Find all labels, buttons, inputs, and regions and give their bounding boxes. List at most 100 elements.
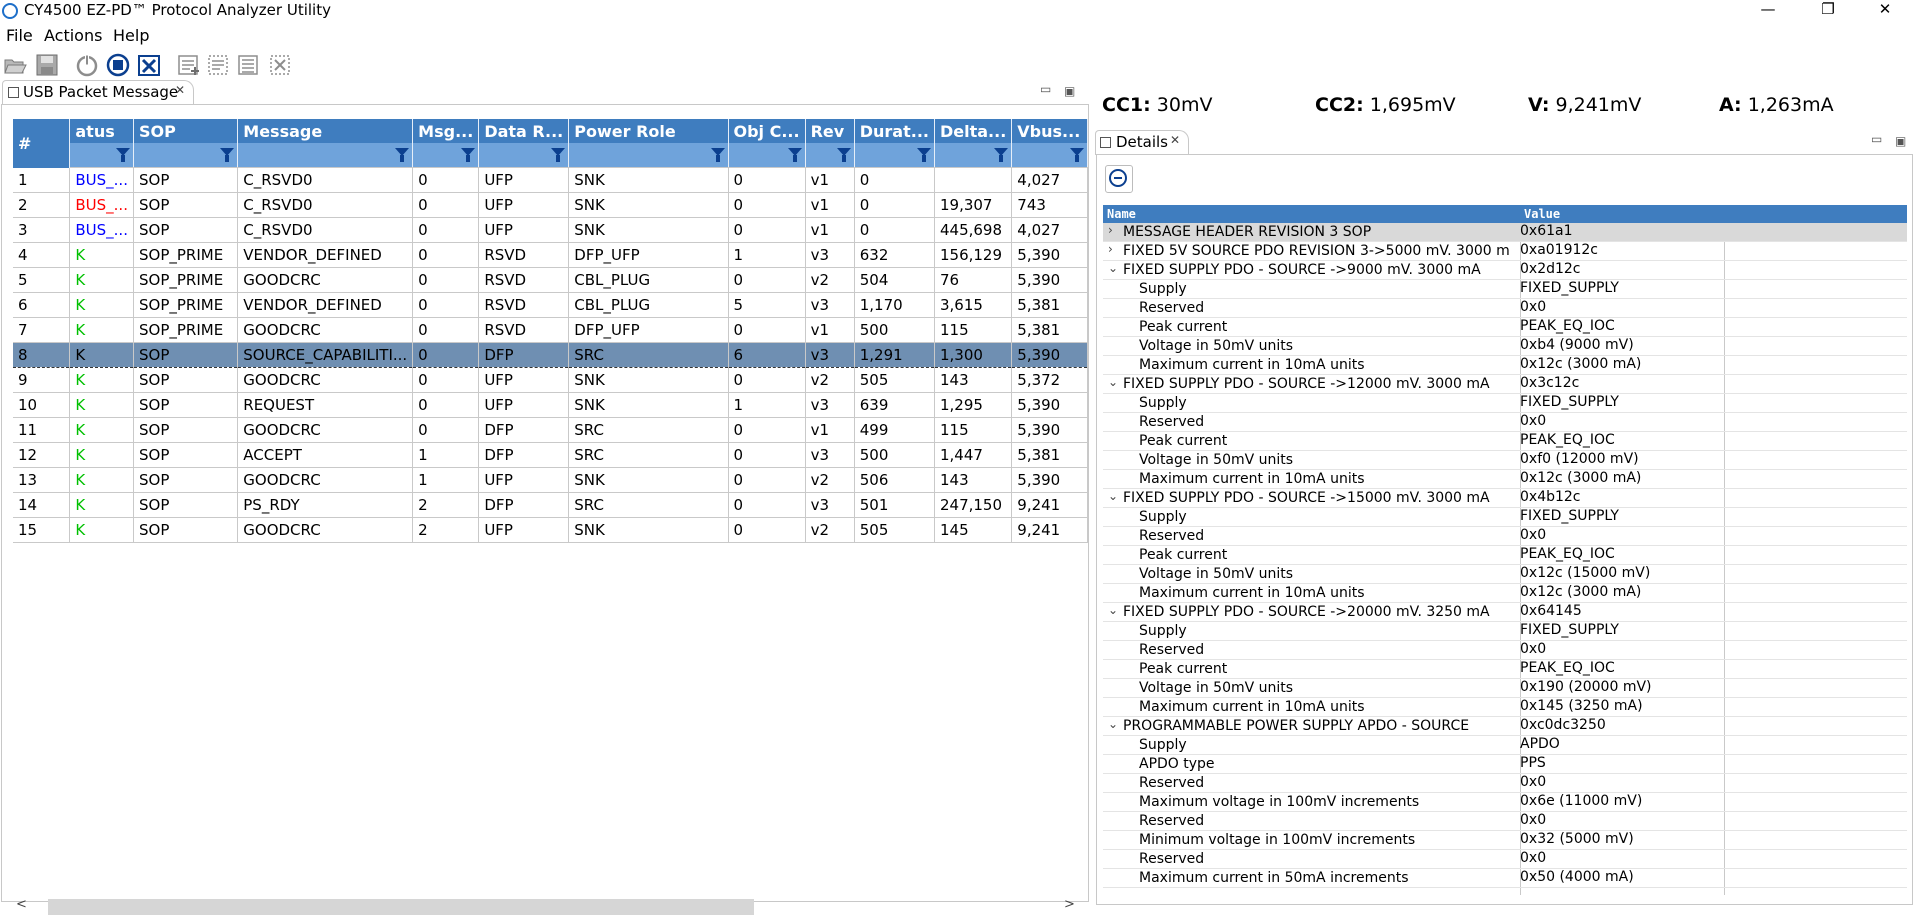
filter-obj-count[interactable] — [728, 143, 806, 168]
menu-file[interactable]: File — [6, 26, 33, 45]
tree-node[interactable]: › FIXED 5V SOURCE PDO REVISION 3->5000 mV… — [1103, 242, 1907, 261]
table-row[interactable]: 1 BUS_... SOP C_RSVD0 0 UFP SNK 0 v1 0 4,027 — [13, 167, 1088, 193]
filter-icon[interactable] — [461, 148, 476, 162]
col-header-duration[interactable]: Durat... — [854, 119, 935, 143]
col-header-power-role[interactable]: Power Role — [568, 119, 729, 143]
power-icon[interactable] — [74, 52, 100, 78]
filter-icon[interactable] — [395, 148, 410, 162]
stop-icon[interactable] — [105, 52, 131, 78]
tree-leaf[interactable]: Supply FIXED_SUPPLY — [1103, 508, 1907, 527]
tree-node[interactable]: ⌄ FIXED SUPPLY PDO - SOURCE ->15000 mV. 3… — [1103, 489, 1907, 508]
table-row[interactable]: 14 K SOP PS_RDY 2 DFP SRC 0 v3 501 247,150 9,241 — [13, 492, 1088, 518]
tree-leaf[interactable]: Peak current PEAK_EQ_IOC — [1103, 318, 1907, 337]
filter-delta[interactable] — [934, 143, 1013, 168]
col-header-sop[interactable]: SOP — [133, 119, 239, 143]
col-header-rev[interactable]: Rev — [805, 119, 855, 143]
tree-leaf[interactable]: Maximum current in 50mA increments 0x50 (… — [1103, 869, 1907, 888]
expanded-chevron-icon[interactable]: ⌄ — [1108, 489, 1119, 503]
tree-leaf[interactable]: Maximum current in 10mA units 0x12c (3000… — [1103, 470, 1907, 489]
table-row[interactable]: 11 K SOP GOODCRC 0 DFP SRC 0 v1 499 115 5,390 — [13, 417, 1088, 443]
tree-leaf[interactable]: Peak current PEAK_EQ_IOC — [1103, 432, 1907, 451]
table-row[interactable]: 4 K SOP_PRIME VENDOR_DEFINED 0 RSVD DFP_UFP 1 v3… — [13, 242, 1088, 268]
filter-sop[interactable] — [133, 143, 239, 168]
tree-leaf[interactable]: Voltage in 50mV units 0xb4 (9000 mV) — [1103, 337, 1907, 356]
filter-duration[interactable] — [854, 143, 935, 168]
expanded-chevron-icon[interactable]: ⌄ — [1108, 717, 1119, 731]
table-row[interactable]: 13 K SOP GOODCRC 1 UFP SNK 0 v2 506 143 5,390 — [13, 467, 1088, 493]
tree-leaf[interactable]: Voltage in 50mV units 0x12c (15000 mV) — [1103, 565, 1907, 584]
expanded-chevron-icon[interactable]: ⌄ — [1108, 261, 1119, 275]
tree-node[interactable]: ⌄ FIXED SUPPLY PDO - SOURCE ->20000 mV. 3… — [1103, 603, 1907, 622]
table-row[interactable]: 15 K SOP GOODCRC 2 UFP SNK 0 v2 505 145 9,241 — [13, 517, 1088, 543]
filter-message[interactable] — [237, 143, 414, 168]
tree-leaf[interactable]: Minimum voltage in 100mV increments 0x32 … — [1103, 831, 1907, 850]
tree-leaf[interactable]: Reserved 0x0 — [1103, 812, 1907, 831]
tree-leaf[interactable]: Voltage in 50mV units 0x190 (20000 mV) — [1103, 679, 1907, 698]
horizontal-scrollbar[interactable]: < > — [12, 895, 1078, 917]
close-tab-icon[interactable]: ✕ — [174, 83, 185, 97]
table-row[interactable]: 3 BUS_... SOP C_RSVD0 0 UFP SNK 0 v1 0 445,698 4,02… — [13, 217, 1088, 243]
tab-details[interactable]: Details ✕ — [1095, 130, 1189, 155]
filter-icon[interactable] — [916, 148, 931, 162]
filter-icon[interactable] — [710, 148, 725, 162]
expanded-chevron-icon[interactable]: ⌄ — [1108, 375, 1119, 389]
col-header-value[interactable]: Value — [1524, 207, 1561, 221]
tree-leaf[interactable]: Maximum current in 10mA units 0x12c (3000… — [1103, 356, 1907, 375]
table-row[interactable]: 12 K SOP ACCEPT 1 DFP SRC 0 v3 500 1,447 5,381 — [13, 442, 1088, 468]
col-header-vbus[interactable]: Vbus... — [1011, 119, 1088, 143]
minimize-button[interactable]: — — [1760, 0, 1776, 18]
tree-leaf[interactable]: Reserved 0x0 — [1103, 774, 1907, 793]
col-header-message[interactable]: Message — [237, 119, 414, 143]
collapsed-chevron-icon[interactable]: › — [1108, 242, 1113, 256]
table-row[interactable]: 8 K SOP SOURCE_CAPABILITI... 0 DFP SRC 6 v3 1,291… — [13, 342, 1088, 368]
tree-node[interactable]: › MESSAGE HEADER REVISION 3 SOP 0x61a1 — [1103, 223, 1907, 242]
collapse-all-button[interactable] — [1105, 165, 1133, 193]
col-header-status[interactable]: atus — [69, 119, 134, 143]
maximize-view-icon[interactable]: ▣ — [1895, 134, 1907, 148]
filter-data-role[interactable] — [478, 143, 570, 168]
filter-icon[interactable] — [220, 148, 235, 162]
table-row[interactable]: 6 K SOP_PRIME VENDOR_DEFINED 0 RSVD CBL_PLUG 5 v… — [13, 292, 1088, 318]
tree-leaf[interactable]: Supply FIXED_SUPPLY — [1103, 622, 1907, 641]
tree-node[interactable]: ⌄ PROGRAMMABLE POWER SUPPLY APDO - SOURCE… — [1103, 717, 1907, 736]
tree-leaf[interactable]: Voltage in 50mV units 0xf0 (12000 mV) — [1103, 451, 1907, 470]
open-icon[interactable] — [2, 52, 28, 78]
close-tab-icon[interactable]: ✕ — [1169, 133, 1180, 147]
tree-leaf[interactable]: Reserved 0x0 — [1103, 850, 1907, 869]
table-row[interactable]: 7 K SOP_PRIME GOODCRC 0 RSVD DFP_UFP 0 v1 500 115 5… — [13, 317, 1088, 343]
tree-leaf[interactable]: Peak current PEAK_EQ_IOC — [1103, 546, 1907, 565]
filter-vbus[interactable] — [1011, 143, 1088, 168]
col-header-delta[interactable]: Delta... — [934, 119, 1013, 143]
filter-icon[interactable] — [1070, 148, 1084, 162]
filter-icon[interactable] — [787, 148, 802, 162]
table-row[interactable]: 2 BUS_... SOP C_RSVD0 0 UFP SNK 0 v1 0 19,307 743 — [13, 192, 1088, 218]
log-clear-icon[interactable] — [268, 52, 294, 78]
col-header-obj-count[interactable]: Obj C... — [728, 119, 806, 143]
tree-leaf[interactable]: Peak current PEAK_EQ_IOC — [1103, 660, 1907, 679]
close-button[interactable]: ✕ — [1878, 0, 1892, 18]
filter-rev[interactable] — [805, 143, 855, 168]
tree-leaf[interactable]: Reserved 0x0 — [1103, 299, 1907, 318]
expanded-chevron-icon[interactable]: ⌄ — [1108, 603, 1119, 617]
filter-msg-id[interactable] — [412, 143, 480, 168]
collapsed-chevron-icon[interactable]: › — [1108, 223, 1113, 237]
maximize-view-icon[interactable]: ▣ — [1064, 84, 1076, 98]
tree-leaf[interactable]: Supply APDO — [1103, 736, 1907, 755]
table-row[interactable]: 10 K SOP REQUEST 0 UFP SNK 1 v3 639 1,295 5,390 — [13, 392, 1088, 418]
filter-icon[interactable] — [551, 148, 566, 162]
filter-icon[interactable] — [994, 148, 1009, 162]
tree-leaf[interactable]: Maximum current in 10mA units 0x145 (3250… — [1103, 698, 1907, 717]
restore-button[interactable]: ❐ — [1821, 0, 1835, 18]
filter-icon[interactable] — [115, 148, 130, 162]
col-header-msg-id[interactable]: Msg... — [412, 119, 480, 143]
tree-leaf[interactable]: APDO type PPS — [1103, 755, 1907, 774]
table-row[interactable]: 5 K SOP_PRIME GOODCRC 0 RSVD CBL_PLUG 0 v2 504 76 5… — [13, 267, 1088, 293]
filter-power-role[interactable] — [568, 143, 729, 168]
log-add-icon[interactable] — [176, 52, 202, 78]
clear-icon[interactable] — [136, 52, 162, 78]
log-remove-icon[interactable] — [206, 52, 232, 78]
tab-usb-packet-message[interactable]: USB Packet Message ✕ — [2, 80, 194, 105]
tree-leaf[interactable]: Maximum current in 10mA units 0x12c (3000… — [1103, 584, 1907, 603]
tree-leaf[interactable]: Supply FIXED_SUPPLY — [1103, 394, 1907, 413]
menu-help[interactable]: Help — [113, 26, 150, 45]
